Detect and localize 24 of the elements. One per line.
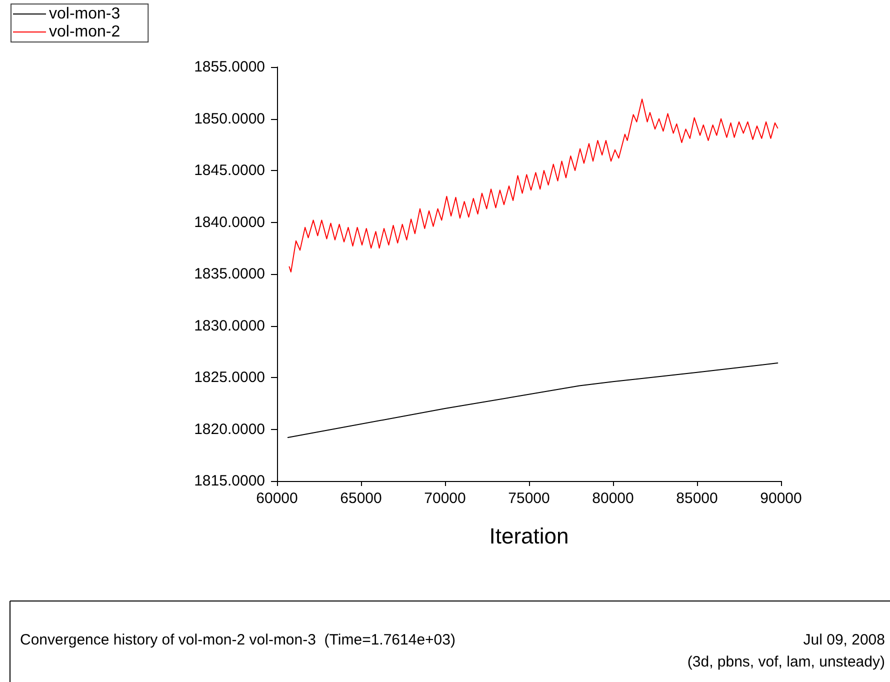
x-tick-label: 65000	[340, 490, 382, 507]
y-tick-label: 1850.0000	[194, 110, 265, 128]
y-tick-label: 1830.0000	[194, 317, 265, 334]
x-axis-title: Iteration	[489, 524, 569, 548]
legend-label: vol-mon-2	[49, 24, 120, 40]
text: (3d, pbns, vof, lam, unsteady)	[687, 654, 885, 670]
y-tick-label: 1845.0000	[194, 162, 265, 179]
line-series	[287, 362, 778, 438]
x-tick-label: 90000	[760, 490, 802, 507]
x-tick-label: 85000	[676, 490, 718, 507]
x-tick-label: 60000	[256, 490, 298, 507]
x-tick-label: 80000	[592, 490, 634, 507]
text: Convergence history of vol-mon-2 vol-mon-3 (Time=1.7614e+03)	[20, 632, 456, 648]
y-tick-label: 1835.0000	[194, 266, 265, 282]
legend-label: vol-mon-3	[49, 6, 120, 22]
y-tick-label: 1855.0000	[194, 58, 265, 76]
y-tick-label: 1820.0000	[194, 420, 265, 438]
x-tick-label: 70000	[424, 490, 466, 507]
x-tick-label: 75000	[508, 490, 550, 507]
line-series	[288, 98, 778, 272]
y-tick-label: 1815.0000	[194, 472, 265, 490]
text: Jul 09, 2008	[803, 632, 885, 648]
y-tick-label: 1825.0000	[194, 369, 265, 386]
y-tick-label: 1840.0000	[194, 214, 265, 231]
